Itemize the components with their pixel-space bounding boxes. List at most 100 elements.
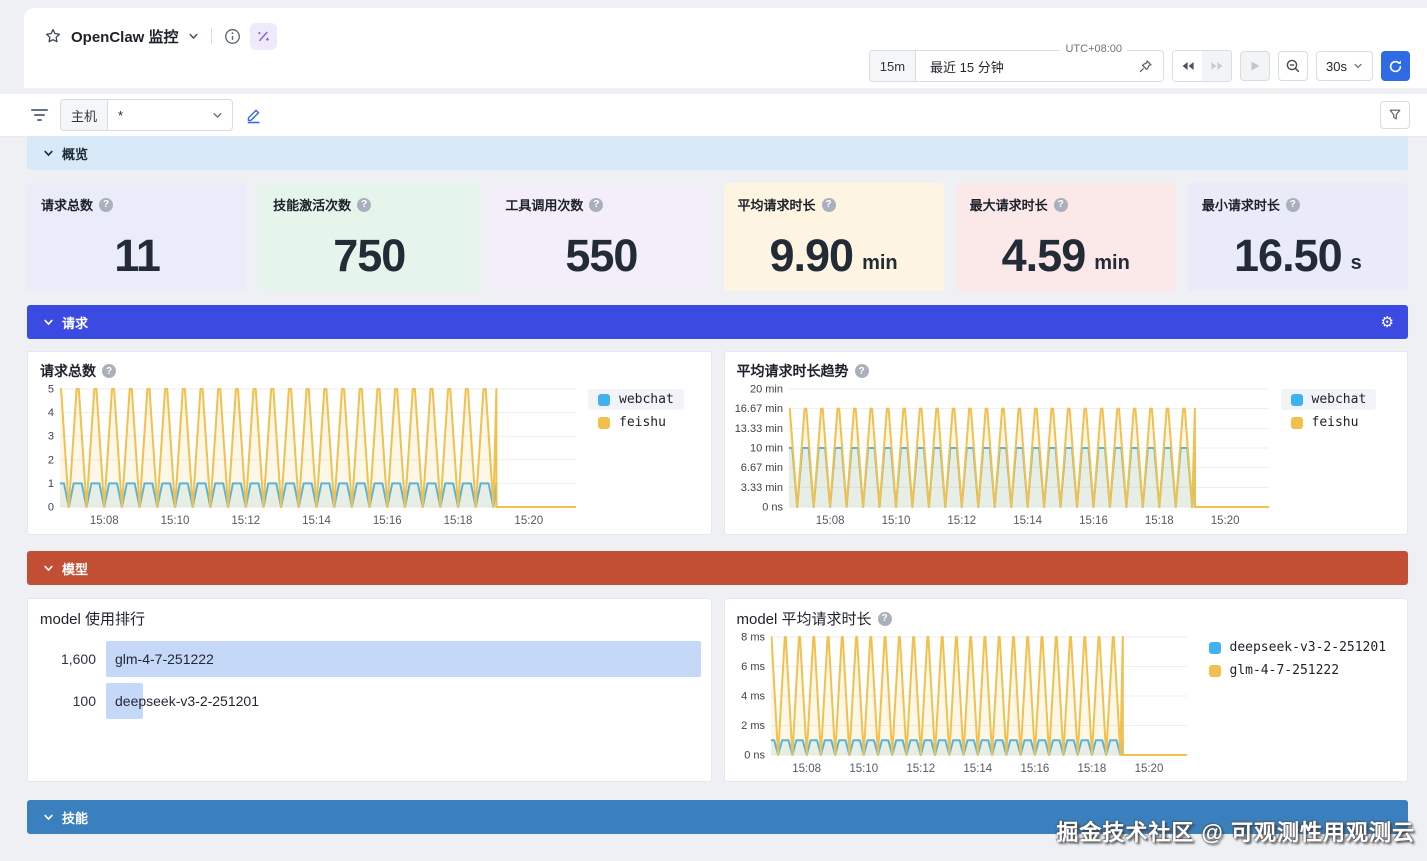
stat-value-row: 750 [259, 221, 479, 291]
svg-text:15:14: 15:14 [963, 763, 992, 775]
stat-title: 请求总数? [41, 195, 114, 214]
filter-lines-icon[interactable] [30, 106, 48, 124]
avg-duration-trend-chart[interactable]: 20 min 16.67 min 13.33 min 10 min 6.67 min 3.… [727, 381, 1275, 531]
stat-value: 550 [565, 230, 638, 281]
section-label: 技能 [62, 810, 89, 826]
stat-card[interactable]: 技能激活次数? 750 [259, 183, 480, 291]
section-skills[interactable]: 技能 [27, 800, 1408, 834]
help-icon[interactable]: ? [1053, 197, 1068, 212]
legend-item[interactable]: glm-4-7-251222 [1199, 660, 1397, 681]
host-filter[interactable]: 主机 * [60, 99, 234, 131]
model-avg-duration-chart[interactable]: 8 ms 6 ms 4 ms 2 ms 0 ns 15:08 15:10 15:12 15:14… [727, 629, 1193, 779]
svg-text:5: 5 [48, 384, 54, 396]
bar-row[interactable]: 1,600 glm-4-7-251222 [34, 641, 701, 677]
stat-card[interactable]: 最小请求时长? 16.50 s [1187, 183, 1408, 291]
help-icon[interactable]: ? [357, 197, 372, 212]
help-icon[interactable]: ? [99, 197, 114, 212]
stat-value: 9.90 [769, 230, 855, 281]
dashboard-content: 概览 请求总数? 11 技能激活次数? 750 工具调用次数? 550 平均请求时长? 9.9… [27, 136, 1408, 834]
svg-text:15:16: 15:16 [1079, 515, 1108, 527]
svg-text:15:08: 15:08 [792, 763, 821, 775]
pin-icon[interactable] [1134, 59, 1163, 74]
section-models[interactable]: 模型 [27, 551, 1408, 585]
edit-pencil-icon[interactable] [245, 107, 262, 124]
legend-swatch [598, 416, 610, 429]
filter-funnel-button[interactable] [1380, 101, 1410, 129]
time-forward-button[interactable] [1202, 51, 1232, 81]
stat-card[interactable]: 最大请求时长? 4.59 min [955, 183, 1176, 291]
legend-item[interactable]: webchat [1280, 389, 1377, 410]
svg-text:1: 1 [48, 478, 54, 490]
svg-text:20 min: 20 min [749, 384, 782, 396]
svg-text:15:08: 15:08 [815, 515, 844, 527]
stat-card[interactable]: 请求总数? 11 [27, 183, 248, 291]
svg-text:0 ns: 0 ns [744, 750, 765, 762]
legend-item[interactable]: feishu [1281, 412, 1377, 433]
panel-requests-total[interactable]: 请求总数 ? 5 4 3 2 1 0 15:08 15:10 15:12 15:14 15:16 15… [27, 351, 712, 535]
star-favorite-icon[interactable] [44, 27, 62, 45]
time-back-button[interactable] [1173, 51, 1203, 81]
stat-card[interactable]: 工具调用次数? 550 [491, 183, 712, 291]
header-bar: OpenClaw 监控 15m 最近 15 分钟 UTC+08:00 [24, 8, 1427, 88]
legend-label: deepseek-v3-2-251201 [1229, 640, 1387, 655]
info-icon[interactable] [224, 28, 241, 45]
timezone-label: UTC+08:00 [1060, 43, 1128, 55]
help-icon[interactable]: ? [854, 364, 869, 378]
svg-text:0 ns: 0 ns [762, 502, 783, 514]
legend-item[interactable]: feishu [588, 412, 684, 433]
svg-text:15:18: 15:18 [444, 515, 473, 527]
legend-swatch [1290, 416, 1303, 429]
svg-text:15:12: 15:12 [906, 763, 935, 775]
svg-text:15:14: 15:14 [302, 515, 331, 527]
panel-model-avg-duration[interactable]: model 平均请求时长 ? 8 ms 6 ms 4 ms 2 ms 0 ns 15:08… [723, 598, 1408, 782]
svg-text:15:18: 15:18 [1144, 515, 1173, 527]
help-icon[interactable]: ? [589, 197, 604, 212]
section-overview[interactable]: 概览 [27, 136, 1408, 170]
svg-text:15:16: 15:16 [1020, 763, 1049, 775]
help-icon[interactable]: ? [877, 611, 892, 626]
stat-card[interactable]: 平均请求时长? 9.90 min [723, 183, 944, 291]
zoom-out-button[interactable] [1278, 51, 1309, 81]
panel-avg-duration-trend[interactable]: 平均请求时长趋势 ? 20 min 16.67 min 13.33 min 10 mi… [723, 351, 1408, 535]
help-icon[interactable]: ? [821, 197, 836, 212]
time-controls: 15m 最近 15 分钟 UTC+08:00 [868, 43, 1410, 82]
stat-value-row: 9.90 min [724, 221, 944, 291]
svg-text:15:14: 15:14 [1013, 515, 1042, 527]
legend-swatch [598, 393, 610, 406]
chevron-down-icon [44, 814, 53, 820]
time-range-picker[interactable]: 15m 最近 15 分钟 UTC+08:00 [868, 43, 1165, 82]
filter-bar: 主机 * [0, 94, 1427, 137]
section-requests[interactable]: 请求 ⚙ [27, 305, 1408, 339]
panel-model-usage-rank[interactable]: model 使用排行 1,600 glm-4-7-251222 100 deepsee… [27, 598, 712, 782]
help-icon[interactable]: ? [1285, 197, 1300, 212]
refresh-interval-select[interactable]: 30s [1316, 51, 1373, 81]
svg-text:10 min: 10 min [749, 443, 782, 455]
svg-text:3.33 min: 3.33 min [740, 482, 782, 494]
bar-value: 100 [72, 693, 96, 709]
stat-title: 平均请求时长? [738, 195, 836, 214]
svg-text:15:20: 15:20 [514, 515, 543, 527]
stat-title: 最小请求时长? [1202, 195, 1300, 214]
play-button[interactable] [1240, 51, 1271, 81]
legend-label: webchat [1311, 392, 1367, 407]
legend-label: glm-4-7-251222 [1229, 663, 1340, 678]
chart-title: model 使用排行 [40, 611, 146, 628]
stat-value: 750 [333, 230, 406, 281]
stat-unit: min [862, 251, 898, 274]
help-icon[interactable]: ? [102, 364, 116, 378]
legend-item[interactable]: deepseek-v3-2-251201 [1199, 637, 1397, 658]
chevron-down-icon[interactable] [188, 31, 199, 42]
section-label: 请求 [62, 315, 89, 331]
bar-row[interactable]: 100 deepseek-v3-2-251201 [34, 683, 701, 719]
bar-category-label: deepseek-v3-2-251201 [115, 693, 259, 709]
refresh-icon [1389, 60, 1402, 72]
stat-value-row: 4.59 min [956, 221, 1176, 291]
refresh-button[interactable] [1381, 51, 1410, 81]
stat-title: 技能激活次数? [273, 195, 372, 214]
legend-item[interactable]: webchat [588, 389, 684, 410]
requests-total-chart[interactable]: 5 4 3 2 1 0 15:08 15:10 15:12 15:14 15:16 15:18 15:2… [30, 381, 582, 531]
settings-gear-icon[interactable]: ⚙ [1380, 313, 1394, 331]
bottom-strip [0, 858, 1427, 861]
ai-assistant-button[interactable] [249, 22, 277, 50]
